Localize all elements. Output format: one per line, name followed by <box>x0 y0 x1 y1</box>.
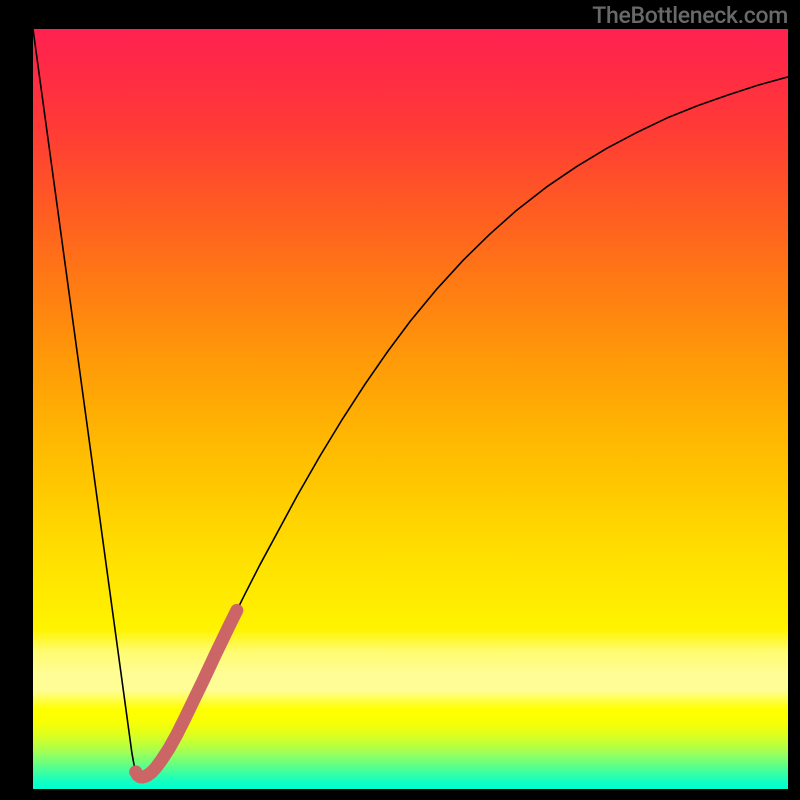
chart-plot <box>33 29 788 789</box>
gradient-background <box>33 29 788 789</box>
chart-frame: TheBottleneck.com <box>0 0 800 800</box>
watermark-text: TheBottleneck.com <box>592 2 788 29</box>
